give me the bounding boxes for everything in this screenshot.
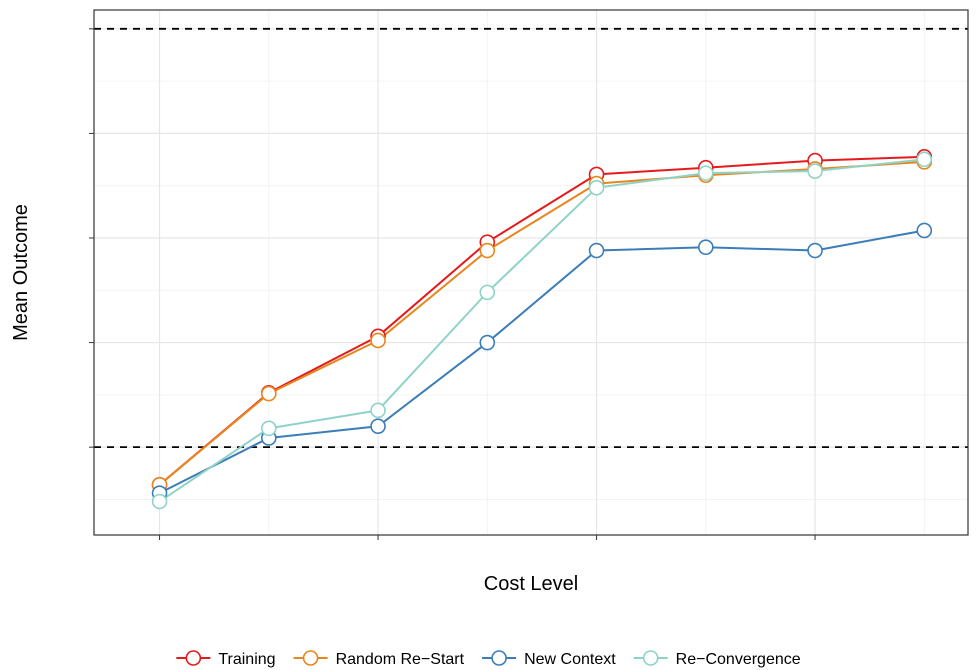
legend-key-marker <box>642 650 659 666</box>
legend-key-marker <box>302 650 319 666</box>
data-point <box>697 239 714 255</box>
y-axis-title: Mean Outcome <box>10 204 32 341</box>
data-point <box>151 493 168 510</box>
plot-panel-border <box>93 9 969 536</box>
data-point <box>260 385 277 402</box>
data-point <box>260 420 277 437</box>
data-point <box>588 179 605 196</box>
data-point <box>370 402 386 419</box>
axes <box>89 28 816 540</box>
data-point <box>370 418 386 435</box>
legend-label: Random Re−Start <box>336 651 465 668</box>
legend: Training Random Re−Start New Context Re−Con… <box>176 650 801 668</box>
data-point <box>588 242 605 259</box>
legend-label: Re−Convergence <box>676 651 801 668</box>
data-point <box>370 332 386 349</box>
series-lines <box>151 149 933 510</box>
data-point <box>479 242 496 259</box>
data-point <box>697 165 714 181</box>
series-line <box>159 229 925 495</box>
series-line <box>158 160 925 486</box>
data-point <box>916 151 933 168</box>
data-point <box>807 242 823 259</box>
legend-key-marker <box>185 650 202 666</box>
data-point <box>807 163 823 179</box>
x-axis-title: Cost Level <box>484 573 579 595</box>
legend-key-marker <box>491 650 507 666</box>
plot-background <box>94 10 968 535</box>
legend-label: Training <box>218 651 275 668</box>
series-line <box>158 155 925 486</box>
data-point <box>479 334 496 351</box>
legend-label: New Context <box>524 651 616 668</box>
data-point <box>479 284 496 301</box>
data-point <box>916 222 933 239</box>
series-line <box>158 158 925 503</box>
